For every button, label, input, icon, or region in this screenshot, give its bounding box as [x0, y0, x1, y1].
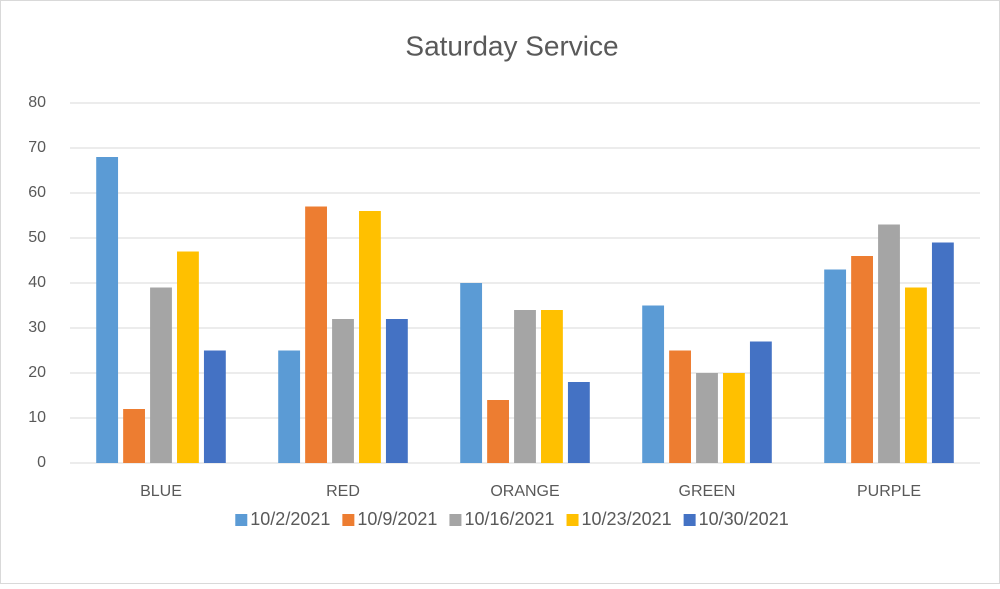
y-tick-label: 30: [28, 319, 46, 336]
bar: [460, 283, 483, 463]
legend-swatch: [449, 514, 462, 526]
bar: [332, 319, 354, 463]
bar: [359, 211, 381, 463]
legend-label: 10/23/2021: [582, 509, 672, 529]
legend-label: 10/30/2021: [699, 509, 789, 529]
x-tick-label: RED: [326, 483, 360, 500]
y-tick-label: 50: [28, 229, 46, 246]
y-tick-label: 20: [28, 364, 46, 381]
bar: [278, 350, 301, 463]
bar: [851, 256, 873, 463]
bar: [123, 409, 145, 463]
legend: 10/2/2021 10/9/2021 10/16/2021 10/23/2021 10…: [235, 509, 789, 529]
legend-label: 10/9/2021: [357, 509, 437, 529]
y-tick-label: 70: [28, 139, 46, 156]
legend-swatch: [235, 514, 248, 526]
bar: [824, 269, 847, 463]
bar: [749, 341, 772, 463]
bar: [305, 206, 327, 463]
y-tick-label: 40: [28, 274, 46, 291]
y-tick-label: 10: [28, 409, 46, 426]
bar: [96, 157, 119, 463]
legend-label: 10/2/2021: [250, 509, 330, 529]
bar: [931, 242, 954, 463]
bar: [514, 310, 536, 463]
x-tick-label: PURPLE: [857, 483, 921, 500]
bar: [541, 310, 563, 463]
legend-swatch: [683, 514, 696, 526]
bar: [567, 382, 590, 463]
x-tick-label: GREEN: [679, 483, 736, 500]
legend-swatch: [566, 514, 579, 526]
legend-swatch: [342, 514, 355, 526]
x-tick-label: BLUE: [140, 483, 182, 500]
bar: [203, 350, 226, 463]
bar: [669, 350, 691, 463]
bar: [487, 400, 509, 463]
bar: [878, 224, 900, 463]
y-tick-label: 0: [37, 454, 46, 471]
chart-title: Saturday Service: [405, 30, 618, 61]
x-tick-label: ORANGE: [490, 483, 559, 500]
legend-label: 10/16/2021: [464, 509, 554, 529]
y-tick-label: 80: [28, 94, 46, 111]
bar: [385, 319, 408, 463]
bar: [642, 305, 665, 463]
bar: [905, 287, 927, 463]
y-tick-label: 60: [28, 184, 46, 201]
bar: [177, 251, 199, 463]
bar: [696, 373, 718, 463]
bar: [150, 287, 172, 463]
bar: [723, 373, 745, 463]
